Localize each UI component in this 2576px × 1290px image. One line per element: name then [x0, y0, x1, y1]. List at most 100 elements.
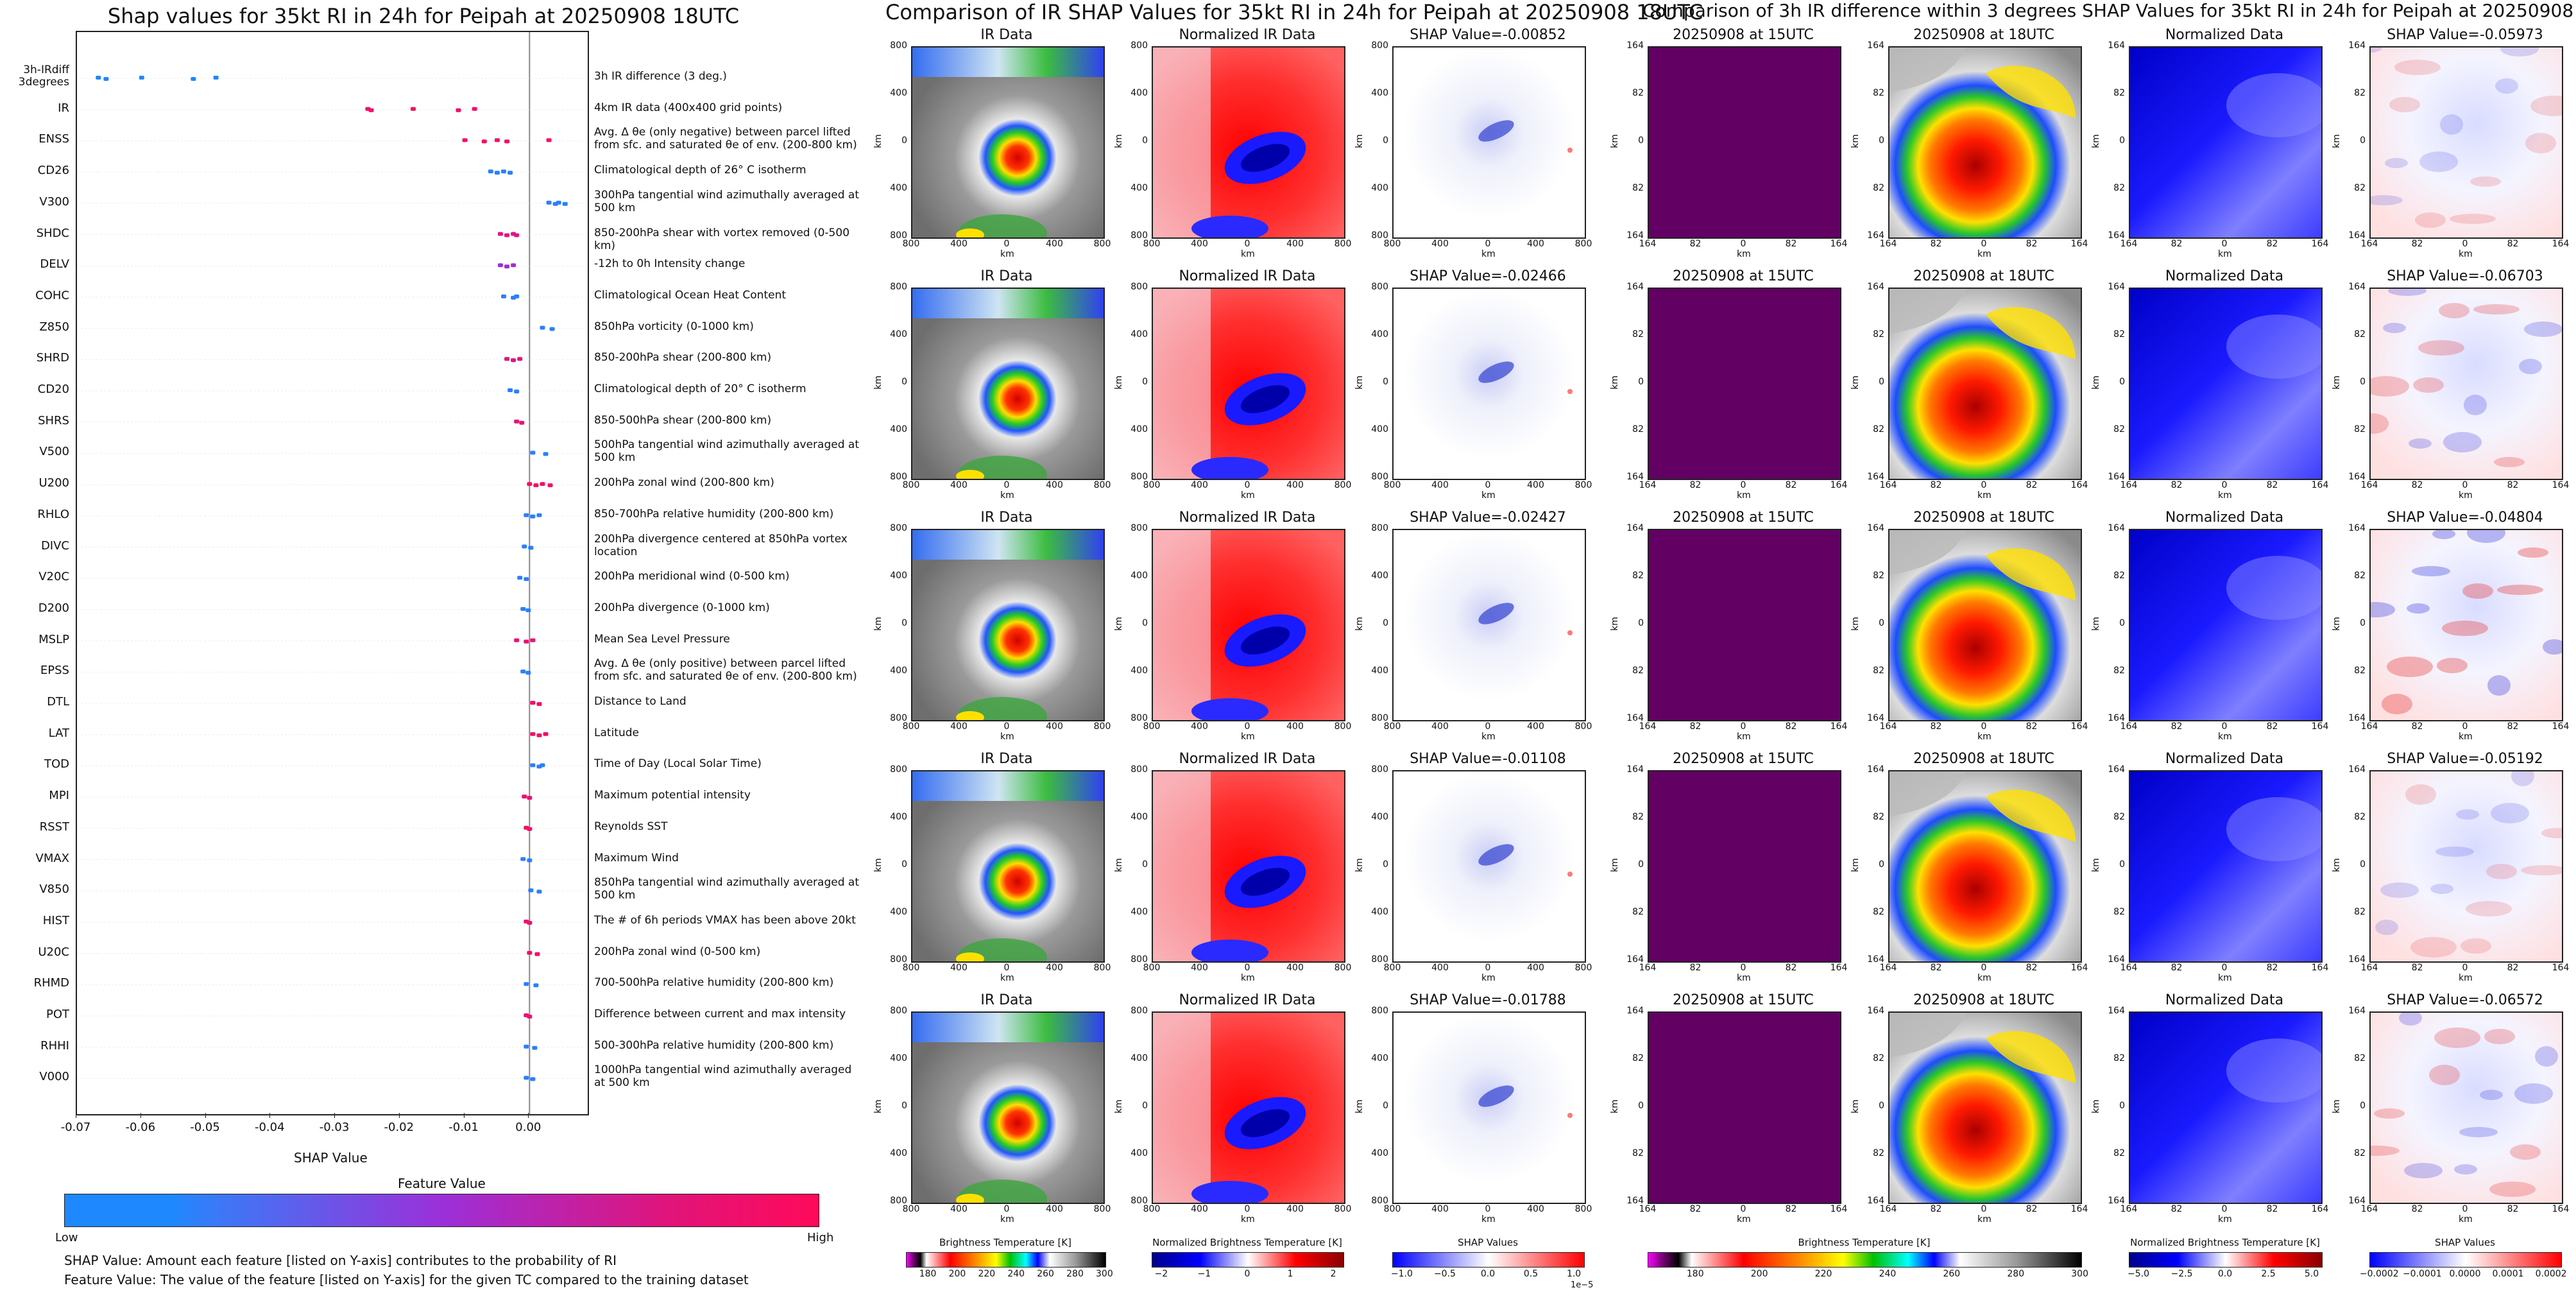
y-tick-label: 164 [1626, 230, 1644, 241]
irdiff-15utc-panel [1648, 46, 1841, 239]
x-tick-label: 82 [2507, 963, 2519, 973]
y-tick-label: 0 [2119, 859, 2125, 870]
shap-point [527, 827, 533, 831]
x-tick-label: 164 [2360, 963, 2378, 973]
shap-point [524, 982, 529, 986]
irdiff-bt-colorbar-tick: 260 [1943, 1269, 1961, 1279]
shap-point [488, 169, 493, 174]
feature-description: Climatological depth of 20° C isotherm [594, 383, 806, 395]
ir-norm-colorbar-tick: 2 [1330, 1269, 1336, 1279]
x-tick-label: 800 [1574, 239, 1592, 249]
shap-point [546, 200, 552, 205]
shap-point [524, 639, 529, 644]
y-tick-label: 82 [1873, 812, 1884, 822]
shap-point [504, 233, 510, 237]
y-tick-label: 400 [1130, 329, 1148, 340]
ir-data-panel-title: IR Data [980, 992, 1033, 1008]
y-tick-label: 800 [890, 472, 907, 482]
x-tick-label: 82 [1689, 963, 1702, 973]
y-tick-label: 82 [1632, 88, 1644, 98]
y-axis-label: km [873, 1099, 883, 1114]
feature-label: VMAX [35, 851, 70, 865]
irdiff-shap-panel-title: SHAP Value=-0.05973 [2387, 27, 2543, 43]
x-tick-label: 164 [1830, 1204, 1848, 1214]
irdiff-bt-colorbar-tick: 180 [1686, 1269, 1704, 1279]
y-tick-label: 0 [1638, 135, 1644, 146]
x-axis-label: km [1737, 732, 1751, 742]
ir-data-panel-title: IR Data [980, 510, 1033, 526]
x-tick-label: 164 [2120, 721, 2138, 732]
feature-value-colorbar [64, 1194, 819, 1227]
x-tick-label: 164 [1639, 963, 1657, 973]
y-tick-label: 0 [901, 377, 907, 387]
y-tick-label: 800 [890, 954, 907, 965]
x-tick-label: 0.00 [515, 1121, 542, 1134]
x-tick-label: 0 [1485, 1204, 1491, 1214]
irdiff-shap-colorbar-label: SHAP Values [2435, 1237, 2495, 1248]
x-tick-label: 0 [1740, 721, 1746, 732]
x-tick-label: 82 [1785, 239, 1797, 249]
irdiff-norm-colorbar-tick: 0.0 [2217, 1269, 2233, 1279]
x-tick-label: 800 [902, 480, 920, 490]
shap-point [525, 671, 531, 675]
y-axis-label: km [1113, 858, 1124, 872]
x-tick-label: 82 [2171, 480, 2183, 490]
shap-point [504, 264, 510, 269]
x-tick-label: 400 [1286, 963, 1304, 973]
y-tick-label: 0 [1638, 1101, 1644, 1111]
y-tick-label: 400 [1130, 88, 1148, 98]
shap-point [543, 732, 549, 736]
x-tick-label: 164 [2311, 721, 2329, 732]
y-tick-label: 400 [1371, 907, 1388, 917]
y-tick-label: 800 [1371, 40, 1388, 51]
ir-norm-colorbar-tick: −2 [1154, 1269, 1168, 1279]
y-tick-label: 82 [2354, 666, 2366, 676]
x-axis-label: km [2459, 973, 2473, 983]
x-tick-label: 82 [1930, 721, 1942, 732]
irdiff-norm-colorbar-tick: 5.0 [2304, 1269, 2319, 1279]
shap-point [191, 77, 196, 81]
irdiff-18utc-panel-title: 20250908 at 18UTC [1913, 992, 2054, 1008]
shap-point [462, 138, 468, 142]
irdiff-18utc-panel-title: 20250908 at 18UTC [1913, 27, 2054, 43]
irdiff-normalized-panel [2129, 288, 2323, 480]
feature-label: TOD [44, 757, 69, 771]
shap-point [497, 232, 503, 236]
x-tick-label: 400 [1431, 239, 1449, 249]
y-tick-label: 82 [2354, 571, 2366, 581]
shap-point [96, 76, 101, 80]
irdiff-18utc-panel-title: 20250908 at 18UTC [1913, 751, 2054, 767]
x-tick-label: 400 [1527, 480, 1544, 490]
x-axis-label: km [2459, 490, 2473, 501]
y-tick-label: 164 [2108, 230, 2125, 241]
normalized-ir-panel-title: Normalized IR Data [1179, 751, 1316, 767]
y-tick-label: 800 [1130, 713, 1148, 723]
irdiff-norm-colorbar-tick: −2.5 [2171, 1269, 2193, 1279]
x-tick-label: 82 [1930, 239, 1942, 249]
shap-summary-title: Shap values for 35kt RI in 24h for Peipa… [107, 4, 740, 28]
x-axis-label: km [1000, 732, 1014, 742]
irdiff-bt-colorbar-tick: 300 [2071, 1269, 2088, 1279]
y-axis-label: km [873, 375, 883, 390]
ir-data-panel-image [912, 771, 1104, 961]
shap-point [514, 233, 520, 237]
x-tick-label: 164 [2360, 1204, 2378, 1214]
feature-description: 850hPa vorticity (0-1000 km) [594, 320, 754, 333]
y-axis-label: km [1354, 858, 1365, 872]
ir-shap-panel-title: SHAP Value=-0.02466 [1410, 268, 1566, 284]
y-tick-label: 400 [1371, 329, 1388, 340]
irdiff-15utc-panel-title: 20250908 at 15UTC [1673, 27, 1814, 43]
shap-point [524, 513, 529, 517]
note-shap-value: SHAP Value: Amount each feature [listed … [64, 1253, 617, 1268]
feature-description: Maximum Wind [594, 851, 679, 864]
x-axis-label: km [2459, 249, 2473, 259]
x-tick-label: 164 [1879, 963, 1897, 973]
irdiff-shap-panel-image [2371, 530, 2562, 720]
x-tick-label: 0 [1003, 963, 1010, 973]
y-tick-label: 400 [890, 666, 907, 676]
y-tick-label: 82 [1632, 424, 1644, 434]
irdiff-shap-panel [2369, 288, 2563, 480]
x-axis-label: km [1977, 249, 1992, 259]
y-tick-label: 0 [901, 135, 907, 146]
y-axis-label: km [1354, 1099, 1365, 1114]
